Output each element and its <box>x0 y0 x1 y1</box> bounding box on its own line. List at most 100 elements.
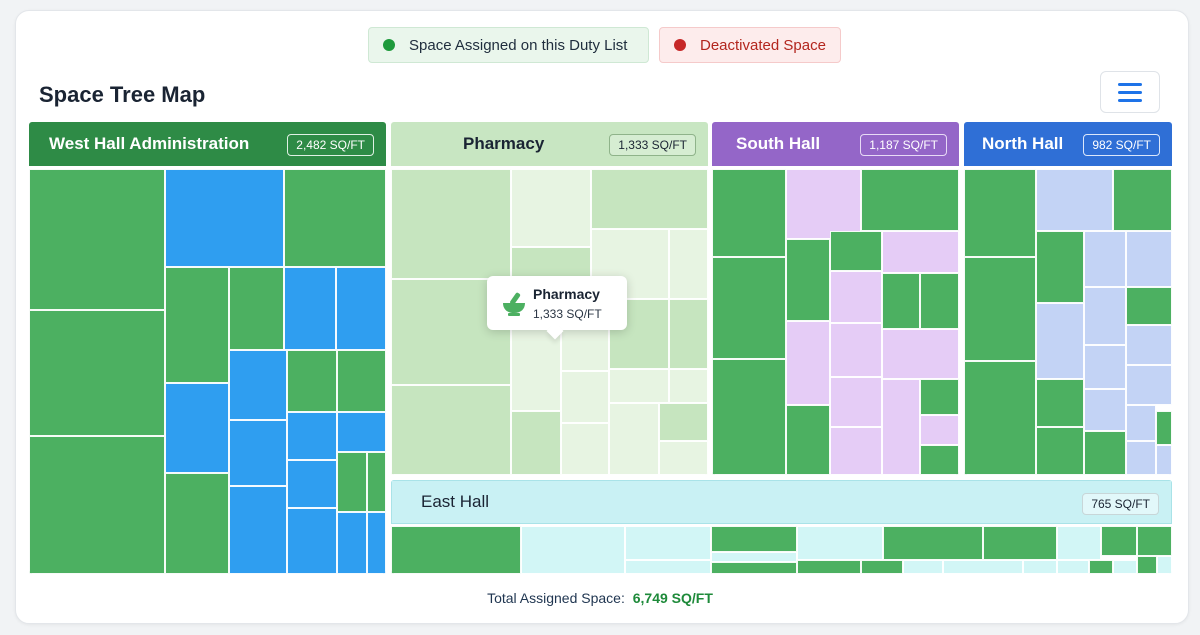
space-tile[interactable] <box>669 299 708 369</box>
space-tile[interactable] <box>391 385 511 475</box>
space-tile[interactable] <box>337 350 386 412</box>
west-hall-header[interactable]: West Hall Administration 2,482 SQ/FT <box>29 122 386 166</box>
south-hall-header[interactable]: South Hall 1,187 SQ/FT <box>712 122 959 166</box>
space-tile[interactable] <box>712 359 786 475</box>
space-tile[interactable] <box>711 552 797 562</box>
space-tile[interactable] <box>1036 303 1084 379</box>
space-tile[interactable] <box>830 377 882 427</box>
space-tile[interactable] <box>561 423 609 475</box>
space-tile[interactable] <box>391 526 521 574</box>
space-tile[interactable] <box>1157 556 1172 574</box>
space-tile[interactable] <box>712 257 786 359</box>
space-tile[interactable] <box>29 310 165 436</box>
space-tile[interactable] <box>29 169 165 310</box>
panel-south-hall[interactable]: South Hall 1,187 SQ/FT <box>712 122 959 475</box>
space-tile[interactable] <box>786 405 830 475</box>
space-tile[interactable] <box>521 526 625 574</box>
space-tile[interactable] <box>1084 345 1126 389</box>
space-tile[interactable] <box>882 379 920 475</box>
space-tile[interactable] <box>1084 231 1126 287</box>
space-tile[interactable] <box>1084 287 1126 345</box>
space-tile[interactable] <box>284 267 336 350</box>
space-tile[interactable] <box>229 486 287 574</box>
pharmacy-header[interactable]: Pharmacy 1,333 SQ/FT <box>391 122 708 166</box>
north-hall-header[interactable]: North Hall 982 SQ/FT <box>964 122 1172 166</box>
space-tile[interactable] <box>1084 389 1126 431</box>
legend-assigned[interactable]: Space Assigned on this Duty List <box>368 27 649 63</box>
space-tile[interactable] <box>830 427 882 475</box>
space-tile[interactable] <box>367 512 386 574</box>
space-tile[interactable] <box>1057 526 1101 560</box>
space-tile[interactable] <box>287 350 337 412</box>
space-tile[interactable] <box>786 321 830 405</box>
space-tile[interactable] <box>1113 169 1172 231</box>
space-tile[interactable] <box>920 273 959 329</box>
space-tile[interactable] <box>1126 231 1172 287</box>
space-tile[interactable] <box>786 169 861 239</box>
space-tile[interactable] <box>659 441 708 475</box>
space-tile[interactable] <box>229 350 287 420</box>
space-tile[interactable] <box>830 231 882 271</box>
space-tile[interactable] <box>1036 379 1084 427</box>
space-tile[interactable] <box>165 383 229 473</box>
space-tile[interactable] <box>1126 287 1172 325</box>
space-tile[interactable] <box>511 169 591 247</box>
space-tile[interactable] <box>1089 560 1113 574</box>
space-tile[interactable] <box>511 411 561 475</box>
space-tile[interactable] <box>659 403 708 441</box>
space-tile[interactable] <box>711 562 797 574</box>
space-tile[interactable] <box>669 369 708 403</box>
east-hall-header[interactable]: East Hall 765 SQ/FT <box>391 480 1172 524</box>
space-tile[interactable] <box>882 273 920 329</box>
space-tile[interactable] <box>920 379 959 415</box>
space-tile[interactable] <box>165 267 229 383</box>
space-tile[interactable] <box>883 526 983 560</box>
space-tile[interactable] <box>625 560 711 574</box>
space-tile[interactable] <box>1126 405 1156 441</box>
space-tile[interactable] <box>391 169 511 279</box>
space-tile[interactable] <box>591 169 708 229</box>
space-tile[interactable] <box>284 169 386 267</box>
space-tile[interactable] <box>1126 441 1156 475</box>
space-tile[interactable] <box>337 412 386 452</box>
space-tile[interactable] <box>1156 445 1172 475</box>
space-tile[interactable] <box>830 323 882 377</box>
space-tile[interactable] <box>712 169 786 257</box>
space-tile[interactable] <box>797 560 861 574</box>
space-tile[interactable] <box>882 231 959 273</box>
space-tile[interactable] <box>1126 325 1172 365</box>
space-tile[interactable] <box>625 526 711 560</box>
space-tile[interactable] <box>287 460 337 508</box>
space-tile[interactable] <box>1137 556 1157 574</box>
space-tile[interactable] <box>336 267 386 350</box>
space-tile[interactable] <box>1113 560 1137 574</box>
space-tile[interactable] <box>1137 526 1172 556</box>
space-tile[interactable] <box>943 560 1023 574</box>
space-tile[interactable] <box>882 329 959 379</box>
space-tile[interactable] <box>669 229 708 299</box>
space-tile[interactable] <box>337 452 367 512</box>
space-tile[interactable] <box>903 560 943 574</box>
space-tile[interactable] <box>964 257 1036 361</box>
space-tile[interactable] <box>711 526 797 552</box>
space-tile[interactable] <box>287 412 337 460</box>
space-tile[interactable] <box>861 169 959 231</box>
space-tile[interactable] <box>1036 169 1113 231</box>
space-tile[interactable] <box>287 508 337 574</box>
space-tile[interactable] <box>1036 427 1084 475</box>
space-tile[interactable] <box>920 415 959 445</box>
space-tile[interactable] <box>830 271 882 323</box>
space-tile[interactable] <box>229 420 287 486</box>
space-tile[interactable] <box>609 403 659 475</box>
space-tile[interactable] <box>1023 560 1057 574</box>
space-tile[interactable] <box>561 371 609 423</box>
menu-button[interactable] <box>1100 71 1160 113</box>
space-tile[interactable] <box>1084 431 1126 475</box>
space-tile[interactable] <box>1126 365 1172 405</box>
panel-east-hall[interactable]: East Hall 765 SQ/FT <box>391 480 1172 574</box>
space-tile[interactable] <box>165 473 229 574</box>
space-tile[interactable] <box>964 169 1036 257</box>
panel-north-hall[interactable]: North Hall 982 SQ/FT <box>964 122 1172 475</box>
space-tile[interactable] <box>229 267 284 350</box>
space-tile[interactable] <box>609 369 669 403</box>
